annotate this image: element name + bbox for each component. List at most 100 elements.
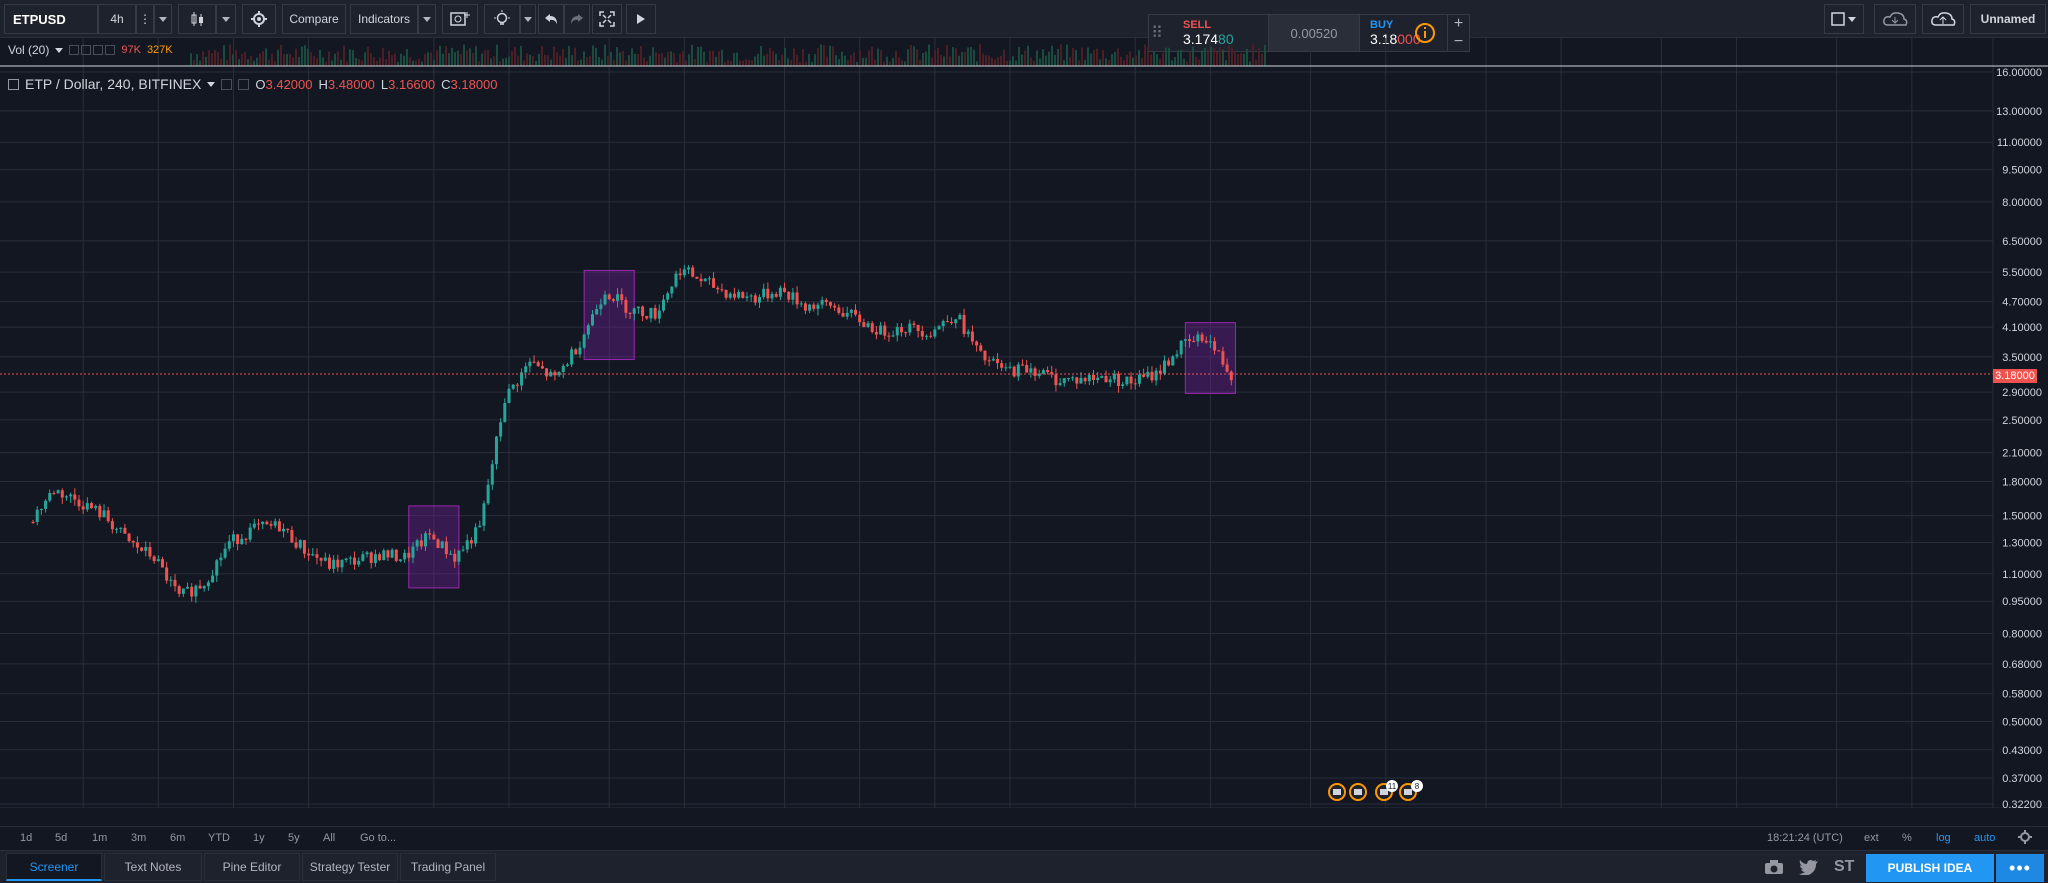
volume-bar: [1213, 47, 1215, 66]
volume-bar: [1234, 50, 1236, 66]
range-1y[interactable]: 1y: [253, 832, 265, 844]
candle-body: [211, 575, 215, 583]
sell-button[interactable]: SELL 3.17480: [1165, 15, 1269, 51]
fullscreen-icon[interactable]: [592, 4, 622, 34]
price-chart[interactable]: 16.00000 13.00000 11.00000 9.50000 8.00000 6.…: [0, 38, 2048, 808]
ideas-lightbulb-icon[interactable]: [484, 4, 520, 34]
tab-screener[interactable]: Screener: [6, 853, 102, 881]
ideas-dropdown-icon[interactable]: [520, 4, 536, 34]
volume-bar: [253, 60, 255, 66]
more-icon[interactable]: [93, 45, 104, 55]
redo-icon[interactable]: [564, 4, 590, 34]
replay-play-icon[interactable]: [626, 4, 656, 34]
format-icon[interactable]: [81, 45, 92, 55]
buy-button[interactable]: BUY 3.18000: [1359, 15, 1443, 51]
publish-idea-button[interactable]: PUBLISH IDEA: [1866, 854, 1994, 882]
interval-dropdown-icon[interactable]: [154, 4, 172, 34]
candle-body: [787, 291, 791, 300]
volume-bar: [223, 45, 225, 66]
layout-name-button[interactable]: Unnamed: [1970, 4, 2046, 34]
chart-style-dropdown-icon[interactable]: [216, 4, 236, 34]
volume-bar: [301, 46, 303, 66]
volume-bar: [1144, 44, 1146, 66]
candle-body: [703, 278, 707, 282]
settings-gear-icon[interactable]: [242, 4, 276, 34]
volume-bar: [868, 50, 870, 66]
price-tick-label: 11.00000: [1997, 137, 2042, 149]
stocktwits-icon[interactable]: ST: [1834, 858, 1855, 875]
range-6m[interactable]: 6m: [170, 832, 186, 844]
quantity-minus-button[interactable]: −: [1447, 33, 1469, 51]
percent-toggle[interactable]: %: [1902, 832, 1912, 844]
candle-body: [336, 559, 340, 568]
range-5d[interactable]: 5d: [55, 832, 68, 844]
axis-settings-gear-icon[interactable]: [2018, 830, 2032, 847]
volume-bar: [1081, 47, 1083, 66]
volume-indicator-label[interactable]: Vol (20): [8, 43, 50, 57]
volume-bar: [994, 59, 996, 66]
chart-style-candles-icon[interactable]: [178, 4, 216, 34]
collapse-icon[interactable]: [8, 78, 19, 90]
log-toggle[interactable]: log: [1936, 832, 1951, 844]
range-3m[interactable]: 3m: [131, 832, 147, 844]
tab-strategy-tester[interactable]: Strategy Tester: [302, 853, 398, 881]
drag-handle-icon[interactable]: ⠿: [1151, 25, 1163, 42]
range-1m[interactable]: 1m: [92, 832, 108, 844]
undo-icon[interactable]: [538, 4, 564, 34]
volume-bar: [685, 60, 687, 66]
economic-events: 11 8: [1328, 780, 1423, 801]
volume-bar: [1063, 60, 1065, 66]
tab-trading-panel[interactable]: Trading Panel: [400, 853, 496, 881]
close-icon[interactable]: [105, 45, 116, 55]
volume-bar: [946, 44, 948, 66]
candle-body: [641, 306, 645, 317]
price-tick-label: 0.58000: [2002, 689, 2042, 701]
volume-bar: [328, 51, 330, 66]
range-all[interactable]: All: [323, 832, 336, 844]
range-1d[interactable]: 1d: [20, 832, 33, 844]
eye-icon[interactable]: [221, 78, 233, 90]
series-title[interactable]: ETP / Dollar, 240, BITFINEX: [25, 76, 202, 92]
ext-toggle[interactable]: ext: [1864, 832, 1879, 844]
candle-body: [1021, 364, 1025, 366]
quantity-plus-button[interactable]: +: [1447, 15, 1469, 33]
info-icon[interactable]: [1407, 15, 1443, 51]
candle-body: [599, 304, 603, 310]
format-icon[interactable]: [238, 78, 250, 90]
event-flag-stripes: [1380, 789, 1388, 795]
interval-more-icon[interactable]: ⋮: [136, 4, 154, 34]
volume-dropdown-icon[interactable]: [55, 47, 64, 53]
candle-body: [1158, 370, 1162, 374]
alert-clock-icon[interactable]: [442, 4, 478, 34]
cloud-load-icon[interactable]: [1874, 4, 1916, 34]
candle-body: [774, 294, 778, 297]
volume-bar: [973, 49, 975, 66]
tab-pine-editor[interactable]: Pine Editor: [204, 853, 300, 881]
goto-date[interactable]: Go to...: [360, 832, 397, 844]
candle-body: [365, 552, 369, 555]
camera-icon[interactable]: [1764, 859, 1784, 880]
candlesticks: [31, 265, 1233, 603]
indicators-button[interactable]: Indicators: [350, 4, 418, 34]
auto-toggle[interactable]: auto: [1974, 832, 1996, 844]
candle-body: [273, 521, 277, 526]
interval-button[interactable]: 4h: [98, 4, 136, 34]
volume-bar: [1033, 60, 1035, 66]
volume-bar: [379, 57, 381, 66]
publish-more-button[interactable]: •••: [1996, 854, 2044, 882]
indicators-dropdown-icon[interactable]: [418, 4, 436, 34]
cloud-save-icon[interactable]: [1922, 4, 1964, 34]
candle-body: [891, 335, 895, 337]
twitter-icon[interactable]: [1799, 859, 1819, 880]
range-ytd[interactable]: YTD: [208, 832, 230, 844]
symbol-search-button[interactable]: ETPUSD: [4, 4, 98, 34]
candle-body: [453, 553, 457, 562]
tab-text-notes[interactable]: Text Notes: [104, 853, 202, 881]
volume-bar: [346, 61, 348, 66]
series-dropdown-icon[interactable]: [207, 81, 216, 87]
range-5y[interactable]: 5y: [288, 832, 300, 844]
layout-select-icon[interactable]: [1824, 4, 1864, 34]
candle-body: [874, 331, 878, 335]
eye-icon[interactable]: [69, 45, 80, 55]
compare-button[interactable]: Compare: [282, 4, 346, 34]
